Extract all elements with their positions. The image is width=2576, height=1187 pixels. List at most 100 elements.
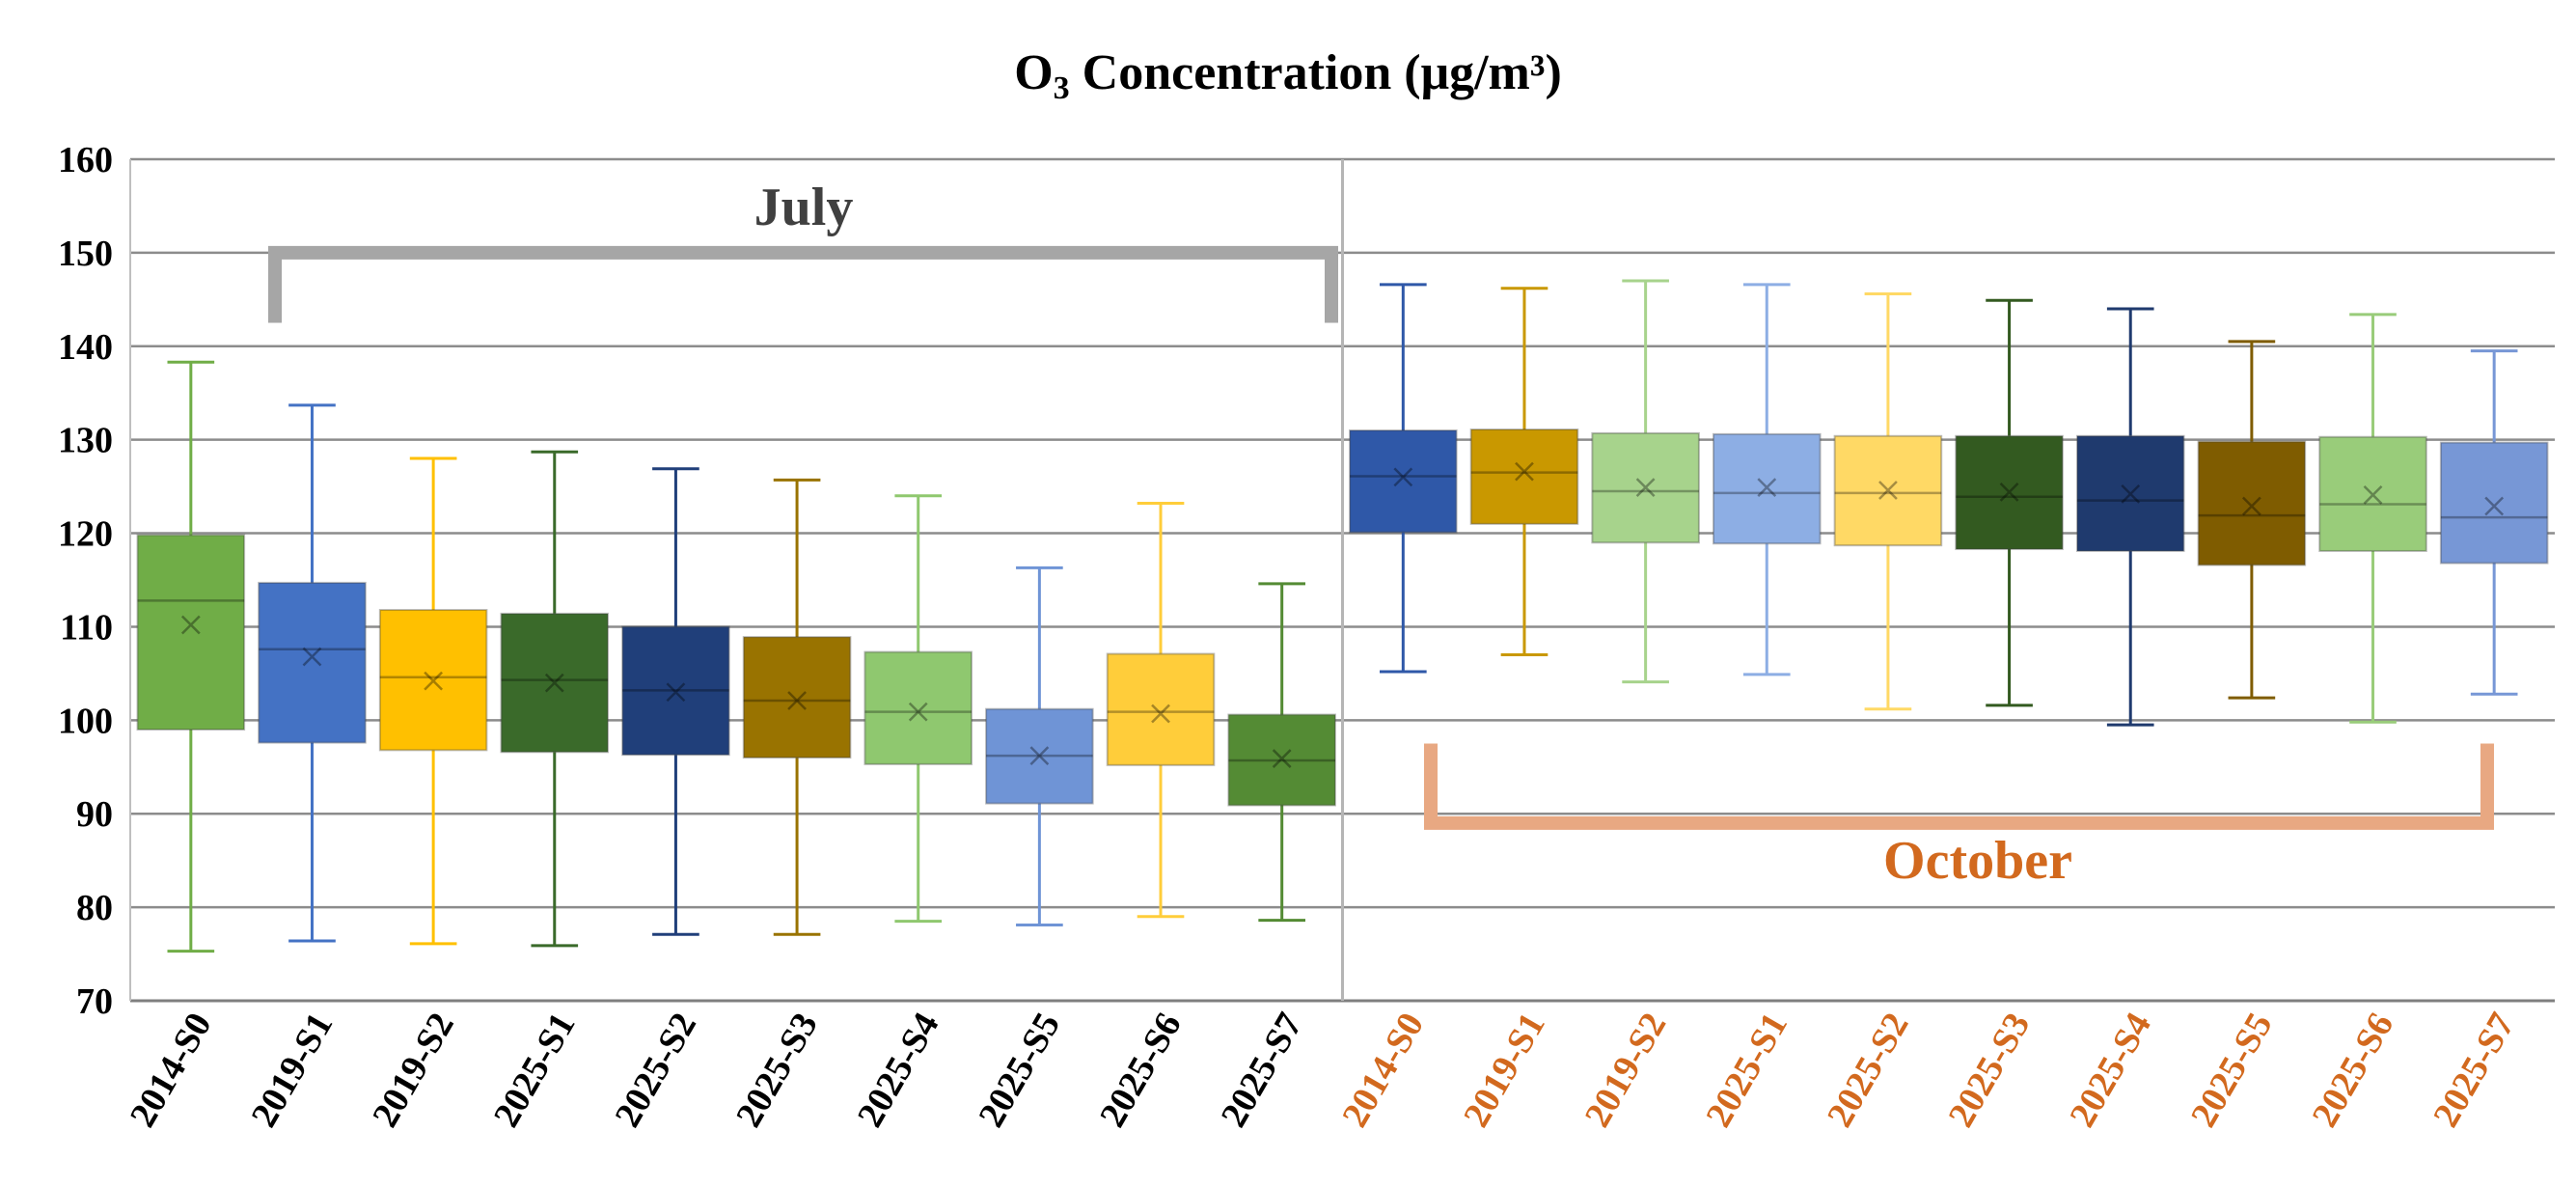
- chart-title: O3 Concentration (μg/m³): [1014, 45, 1562, 106]
- box-iqr: [1712, 432, 1822, 545]
- y-tick-label: 150: [58, 234, 113, 274]
- box-july-2025-s5: [985, 566, 1094, 927]
- box-october-2025-s6: [2318, 313, 2427, 724]
- box-iqr: [1469, 428, 1579, 525]
- x-tick-label: 2019-S2: [1577, 1007, 1675, 1135]
- y-tick-label: 100: [58, 701, 113, 741]
- box-iqr: [2197, 440, 2307, 566]
- box-iqr: [621, 625, 730, 757]
- box-july-2019-s2: [378, 456, 488, 946]
- y-tick-label: 140: [58, 327, 113, 368]
- box-iqr: [863, 650, 973, 765]
- bracket-july: [268, 245, 1338, 323]
- box-july-2025-s7: [1227, 582, 1336, 923]
- y-tick-label: 70: [76, 981, 113, 1022]
- box-iqr: [2439, 441, 2549, 565]
- mean-marker: [2121, 483, 2141, 504]
- x-tick-label: 2019-S1: [1456, 1007, 1553, 1135]
- box-july-2025-s3: [742, 478, 852, 936]
- box-iqr: [1349, 428, 1458, 534]
- x-tick-label: 2025-S6: [2305, 1007, 2402, 1135]
- x-tick-label: 2025-S6: [1092, 1007, 1190, 1135]
- y-tick-label: 160: [58, 140, 113, 180]
- box-iqr: [985, 707, 1094, 805]
- x-tick-label: 2025-S7: [2425, 1007, 2523, 1135]
- box-iqr: [500, 612, 610, 754]
- mean-marker: [1635, 478, 1656, 497]
- box-iqr: [258, 581, 367, 744]
- box-october-2025-s5: [2197, 340, 2307, 700]
- box-iqr: [1227, 713, 1336, 807]
- x-tick-label: 2019-S2: [365, 1007, 462, 1135]
- chart-title-rest: Concentration (μg/m³): [1070, 45, 1562, 100]
- box-october-2025-s1: [1712, 283, 1822, 676]
- box-october-2019-s2: [1591, 279, 1700, 684]
- group-label-july: July: [754, 178, 854, 237]
- x-axis: 2014-S0 2019-S1 2019-S2 2025-S1 2025-S2 2025-…: [123, 1007, 2523, 1135]
- group-label-october: October: [1883, 831, 2072, 891]
- mean-marker: [908, 702, 928, 722]
- box-july-2025-s1: [500, 450, 610, 948]
- x-tick-label: 2025-S5: [2183, 1007, 2281, 1135]
- box-iqr: [742, 636, 852, 759]
- mean-marker: [1272, 749, 1292, 768]
- mean-marker: [1393, 467, 1413, 487]
- x-tick-label: 2025-S3: [728, 1007, 826, 1135]
- box-october-2025-s7: [2439, 349, 2549, 696]
- box-iqr: [1106, 652, 1216, 766]
- mean-marker: [666, 682, 686, 703]
- box-october-2025-s4: [2075, 307, 2185, 727]
- y-tick-label: 110: [60, 607, 113, 648]
- mean-marker: [180, 615, 201, 635]
- group-brackets: July October: [268, 178, 2494, 891]
- mean-marker: [544, 673, 564, 693]
- box-iqr: [1955, 434, 2064, 551]
- mean-marker: [2363, 484, 2383, 505]
- bracket-october: [1424, 743, 2494, 830]
- mean-marker: [424, 671, 444, 691]
- mean-marker: [1515, 461, 1534, 482]
- box-july-2025-s4: [863, 494, 973, 924]
- box-iqr: [378, 609, 488, 752]
- box-iqr: [2075, 434, 2185, 552]
- x-tick-label: 2025-S5: [971, 1007, 1068, 1135]
- x-tick-label: 2025-S2: [1820, 1007, 1917, 1135]
- x-tick-label: 2019-S1: [243, 1007, 341, 1135]
- chart-title-main: O: [1014, 45, 1053, 100]
- box-july-2019-s1: [258, 403, 367, 943]
- box-iqr: [136, 534, 246, 732]
- box-october-2025-s2: [1833, 292, 1943, 711]
- x-tick-label: 2014-S0: [123, 1007, 220, 1135]
- box-october-2014-s0: [1349, 283, 1458, 674]
- box-july-2025-s6: [1106, 502, 1216, 919]
- mean-marker: [1151, 704, 1170, 724]
- box-iqr: [2318, 435, 2427, 552]
- box-series: [136, 279, 2549, 953]
- chart-title-subscript: 3: [1054, 70, 1070, 106]
- mean-marker: [2241, 496, 2261, 516]
- box-july-2025-s2: [621, 467, 730, 936]
- gridlines: [129, 157, 2555, 1003]
- y-tick-label: 120: [58, 514, 113, 555]
- mean-marker: [302, 647, 322, 667]
- box-iqr: [1833, 434, 1943, 547]
- x-tick-label: 2025-S3: [1941, 1007, 2039, 1135]
- box-october-2025-s3: [1955, 298, 2064, 707]
- x-tick-label: 2025-S1: [486, 1007, 584, 1135]
- mean-marker: [787, 691, 807, 710]
- mean-marker: [1029, 746, 1050, 766]
- box-iqr: [1591, 431, 1700, 544]
- mean-marker: [1757, 478, 1777, 497]
- x-tick-label: 2025-S2: [607, 1007, 704, 1135]
- mean-marker: [1999, 483, 2019, 502]
- x-tick-label: 2025-S4: [2062, 1007, 2159, 1135]
- y-tick-label: 90: [76, 794, 113, 835]
- y-axis: 70 80 90 100 110 120 130 140 150 160: [58, 140, 113, 1022]
- x-tick-label: 2025-S7: [1214, 1007, 1311, 1135]
- box-october-2019-s1: [1469, 287, 1579, 657]
- y-tick-label: 80: [76, 888, 113, 928]
- x-tick-label: 2014-S0: [1334, 1007, 1432, 1135]
- box-july-2014-s0: [136, 360, 246, 953]
